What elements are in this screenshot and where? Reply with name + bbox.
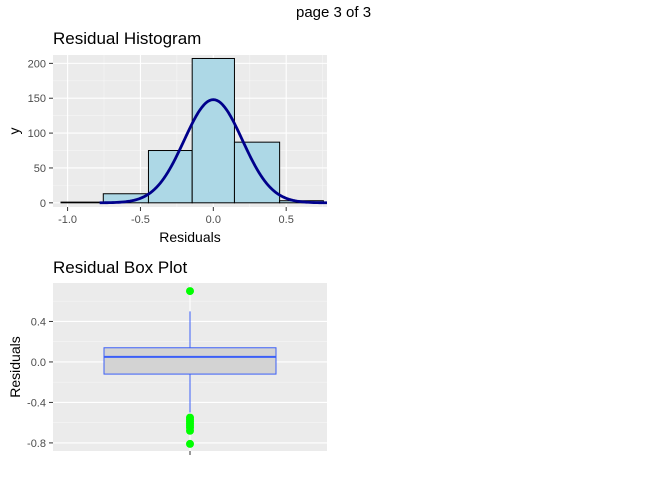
page-label: page 3 of 3 — [296, 4, 372, 21]
histogram-bar — [147, 150, 193, 204]
histogram-title: Residual Histogram — [53, 29, 201, 48]
box-iqr — [103, 347, 277, 375]
boxplot-outlier — [186, 287, 194, 296]
histogram-chart: Residual Histogram -1.0 -0.5 0.0 0.5 0 50 100… — [6, 29, 328, 245]
boxplot-y-tick-label: 0.4 — [31, 316, 46, 328]
histogram-bar — [233, 141, 281, 204]
histogram-y-tick-label: 100 — [28, 128, 46, 140]
histogram-y-axis-label: y — [6, 128, 22, 135]
density-curve — [99, 98, 328, 205]
boxplot-y-axis-label: Residuals — [7, 336, 23, 397]
histogram-x-tick-label: 0.0 — [206, 214, 221, 226]
histogram-bar — [191, 57, 235, 204]
histogram-x-tick-label: 0.5 — [279, 214, 294, 226]
histogram-x-tick-label: -1.0 — [58, 214, 77, 226]
histogram-y-tick-label: 150 — [28, 93, 46, 105]
boxplot-title: Residual Box Plot — [53, 258, 187, 277]
histogram-x-axis-label: Residuals — [159, 229, 220, 245]
boxplot-y-tick-label: 0.0 — [31, 357, 46, 369]
histogram-y-tick-label: 200 — [28, 58, 46, 70]
boxplot-outlier — [186, 439, 194, 448]
histogram-x-tick-label: -0.5 — [131, 214, 150, 226]
histogram-y-tick-label: 50 — [34, 163, 46, 175]
histogram-y-tick-label: 0 — [40, 198, 46, 210]
histogram-bar — [60, 201, 104, 204]
boxplot-outlier — [186, 426, 194, 435]
boxplot-chart: Residual Box Plot -0.8 -0.4 0.0 0.4 Residua… — [7, 258, 327, 455]
boxplot-y-tick-label: -0.4 — [27, 397, 46, 409]
boxplot-y-tick-label: -0.8 — [27, 438, 46, 450]
